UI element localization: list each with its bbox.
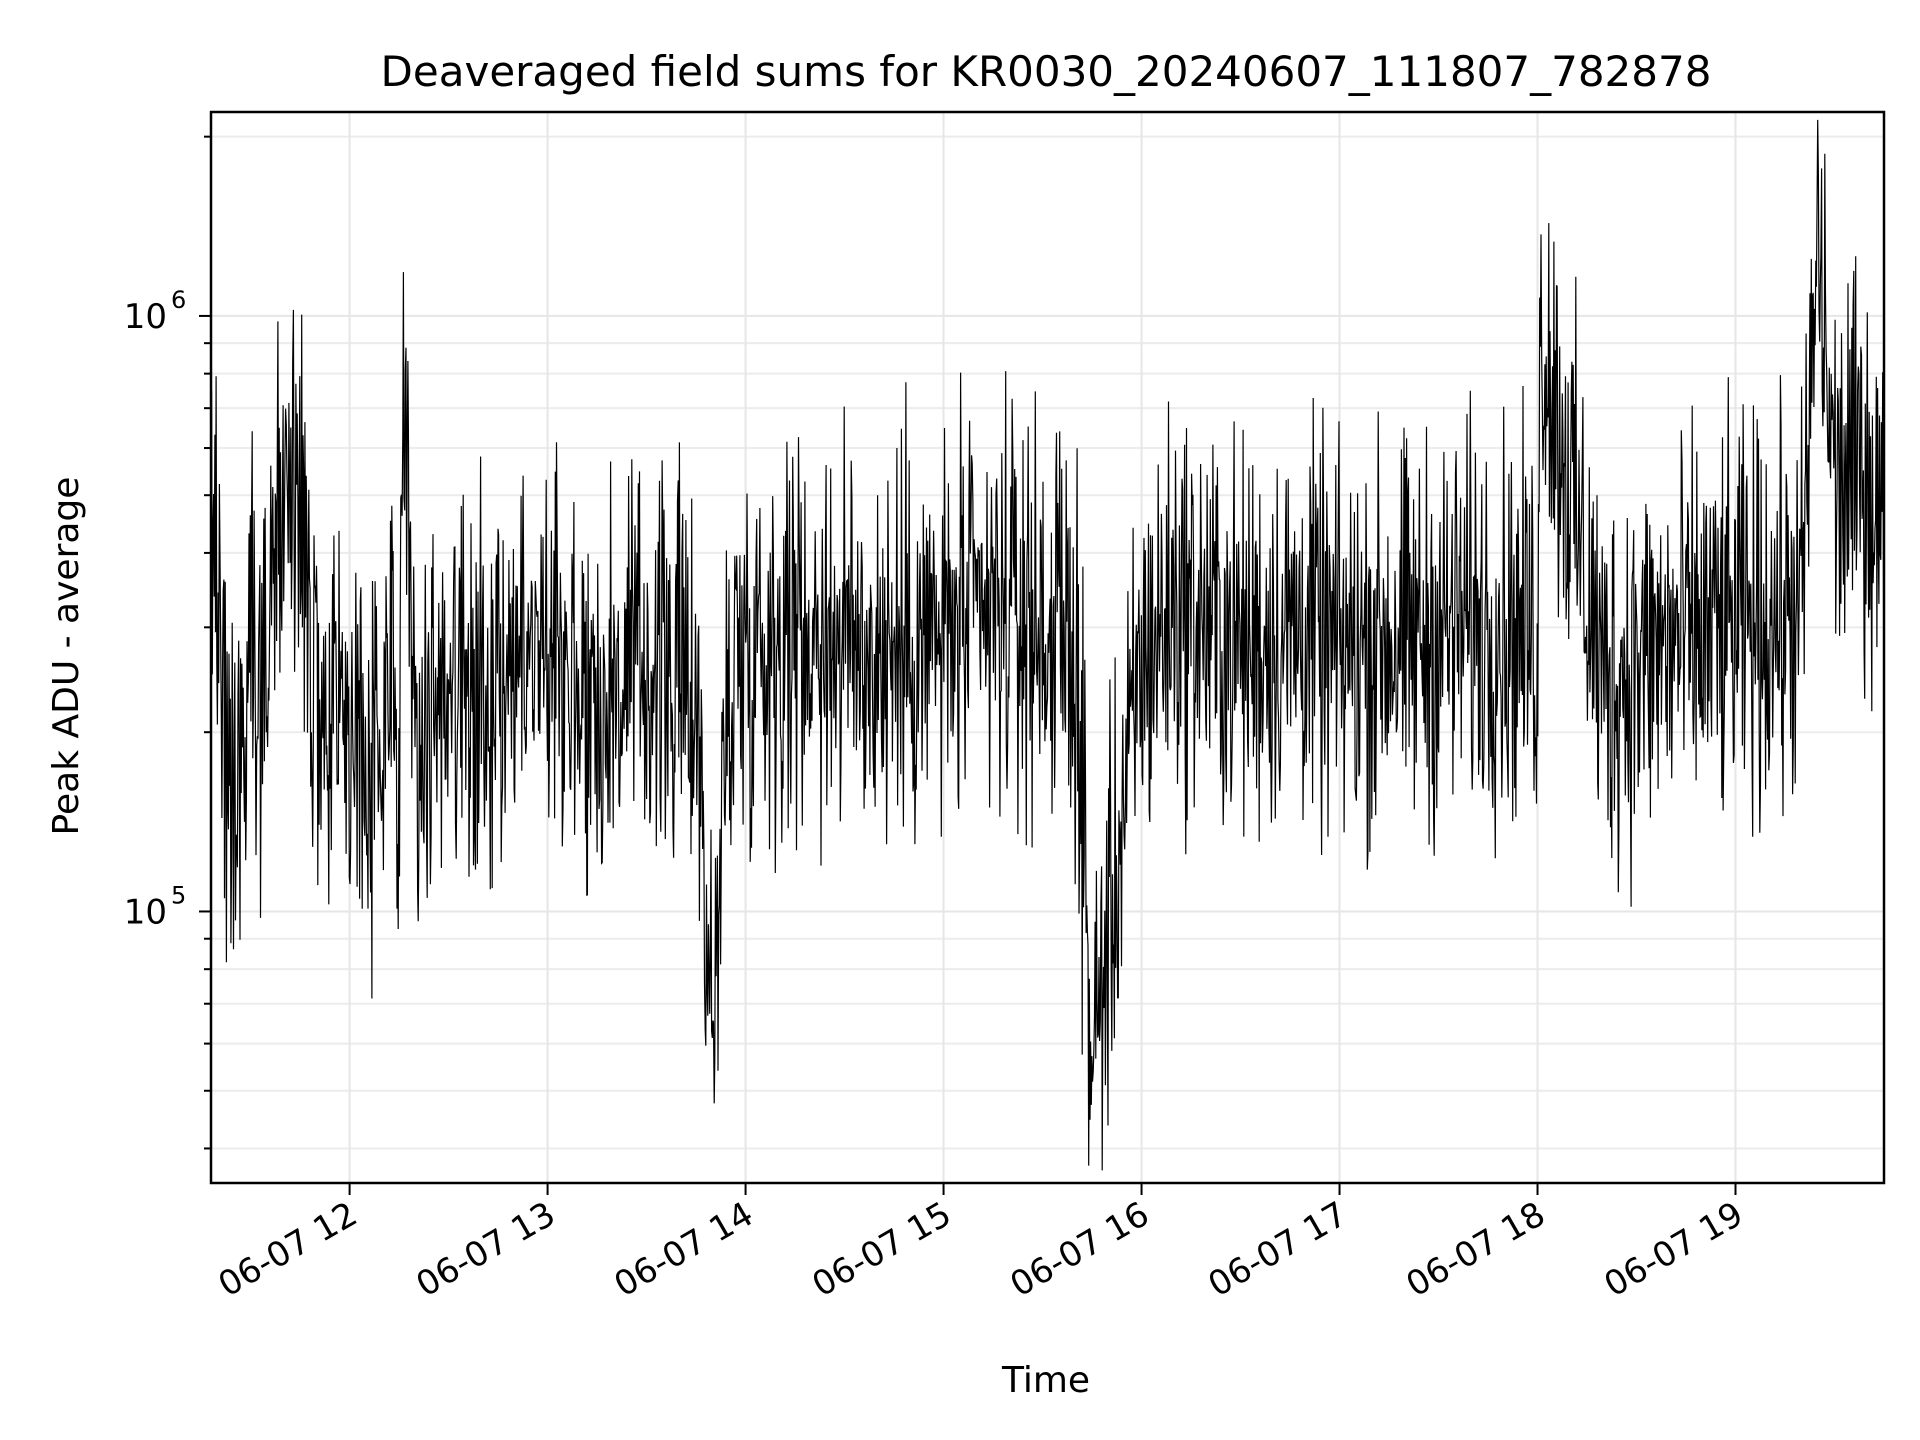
chart-title: Deaveraged field sums for KR0030_2024060… (381, 47, 1712, 96)
y-tick-base: 10 (124, 892, 167, 932)
x-axis-label: Time (1001, 1360, 1090, 1401)
y-tick-label: 10 (124, 297, 167, 337)
y-tick-base: 10 (124, 297, 167, 337)
y-tick-exponent: 6 (171, 286, 186, 314)
series-line (210, 119, 1885, 1171)
y-tick-exponent: 5 (171, 881, 186, 909)
y-axis-label: Peak ADU - average (46, 477, 87, 836)
series-layer (210, 119, 1885, 1171)
plot-frame (209, 110, 1886, 1185)
y-tick-label: 10 (124, 892, 167, 932)
